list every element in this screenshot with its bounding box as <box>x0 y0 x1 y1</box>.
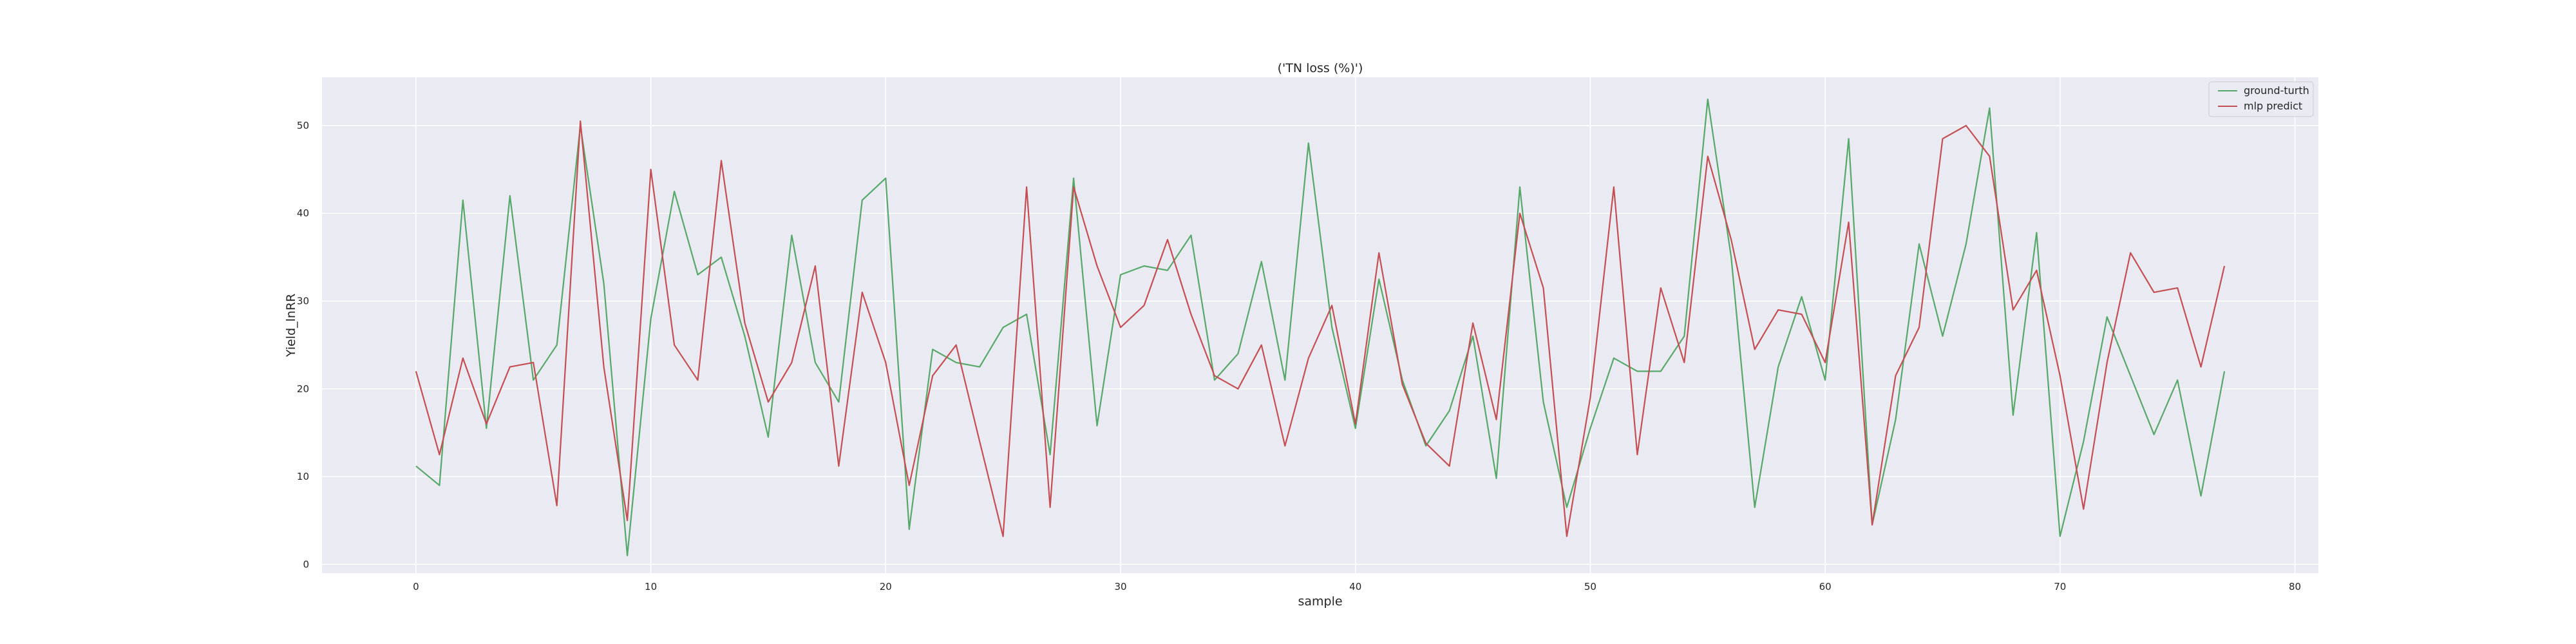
plot-area <box>322 77 2318 573</box>
legend: ground-turth mlp predict <box>2208 81 2314 117</box>
x-gridlines <box>415 77 2296 573</box>
x-tick-label: 70 <box>2054 581 2066 592</box>
y-tick-label: 30 <box>297 296 309 307</box>
x-tick-label: 10 <box>645 581 657 592</box>
x-tick-label: 20 <box>880 581 892 592</box>
x-tick-labels: 0 10 20 30 40 50 60 70 80 <box>413 581 2301 592</box>
x-tick-label: 30 <box>1114 581 1126 592</box>
series-lines <box>415 99 2226 556</box>
x-tick-label: 40 <box>1349 581 1361 592</box>
y-tick-label: 50 <box>297 120 309 131</box>
y-tick-label: 0 <box>303 558 309 570</box>
legend-label-mlp-predict: mlp predict <box>2244 100 2302 112</box>
y-tick-label: 20 <box>297 383 309 395</box>
chart-title: ('TN loss (%)') <box>1278 61 1363 75</box>
x-tick-label: 60 <box>1819 581 1832 592</box>
y-axis-label: Yield_lnRR <box>284 294 298 357</box>
legend-label-ground-turth: ground-turth <box>2244 84 2309 97</box>
x-tick-label: 80 <box>2289 581 2301 592</box>
y-tick-label: 10 <box>297 471 309 482</box>
y-tick-label: 40 <box>297 207 309 219</box>
x-axis-label: sample <box>1298 594 1342 609</box>
x-tick-label: 50 <box>1584 581 1596 592</box>
series-line-mlp-predict <box>415 120 2226 537</box>
x-tick-label: 0 <box>413 581 419 592</box>
y-tick-labels: 0 10 20 30 40 50 <box>297 120 309 570</box>
series-line-ground-turth <box>415 99 2226 556</box>
